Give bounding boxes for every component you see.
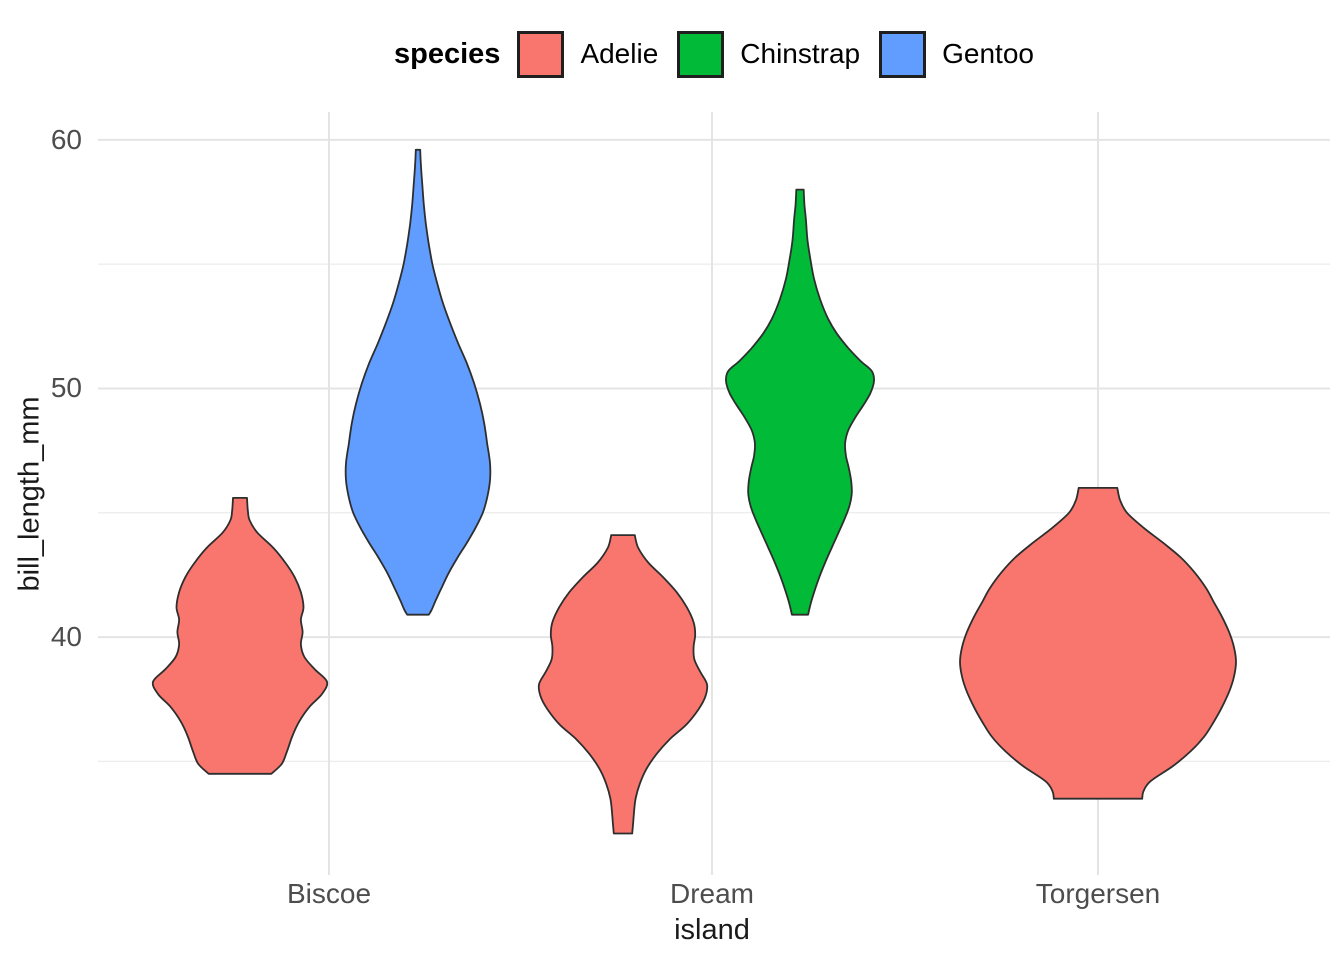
x-tick-label-biscoe: Biscoe <box>286 878 372 909</box>
x-axis-title: island <box>674 914 750 946</box>
violin-biscoe-adelie <box>151 497 329 775</box>
x-tick-label-torgersen: Torgersen <box>1035 878 1161 909</box>
legend-item-adelie: Adelie <box>517 30 659 78</box>
legend-item-chinstrap: Chinstrap <box>677 30 861 78</box>
y-tick-label-60: 60 <box>50 123 82 155</box>
legend-key-swatch-gentoo <box>879 30 927 78</box>
y-tick-label-40: 40 <box>50 621 82 653</box>
legend-item-gentoo: Gentoo <box>879 30 1034 78</box>
y-tick-label-50: 50 <box>50 372 82 404</box>
violin-torgersen-adelie <box>959 487 1237 800</box>
x-tick-label-dream: Dream <box>669 878 755 909</box>
violin-biscoe-gentoo <box>344 148 492 616</box>
legend: species Adelie Chinstrap Gentoo <box>98 28 1330 80</box>
violin-dream-chinstrap <box>725 188 875 616</box>
legend-label-chinstrap: Chinstrap <box>740 38 861 69</box>
legend-label-adelie: Adelie <box>580 38 659 69</box>
legend-title: species <box>394 37 501 70</box>
violin-dream-adelie <box>537 534 709 835</box>
y-axis-title: bill_length_mm <box>13 396 46 592</box>
legend-key-swatch-chinstrap <box>677 30 725 78</box>
legend-label-gentoo: Gentoo <box>942 38 1034 69</box>
legend-key-swatch-adelie <box>517 30 565 78</box>
